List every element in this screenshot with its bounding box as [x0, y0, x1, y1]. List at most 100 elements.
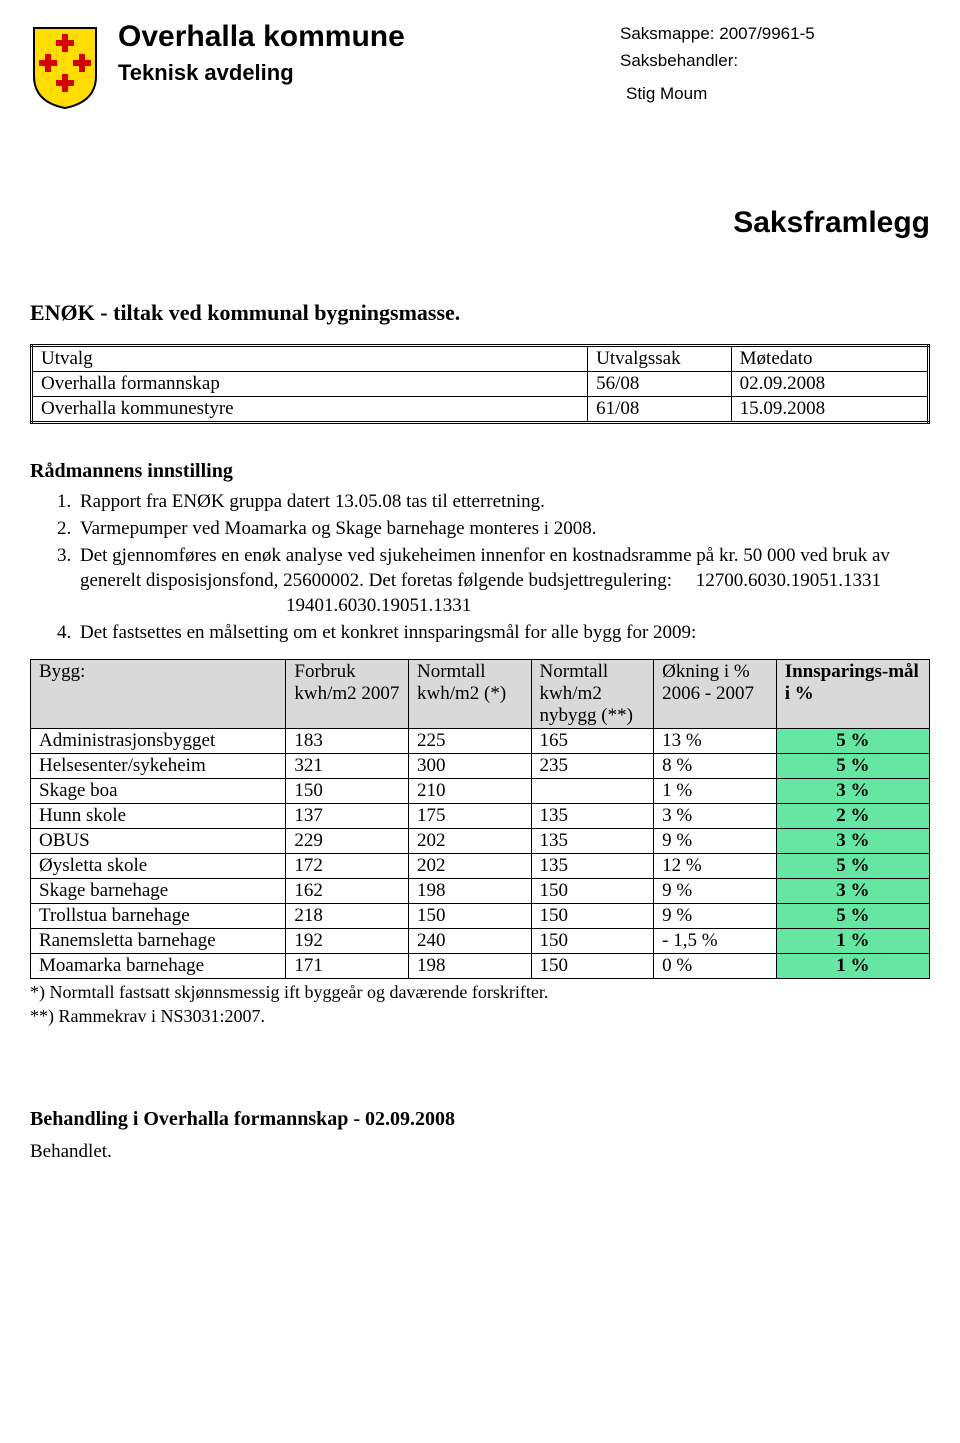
cell: 198	[408, 879, 531, 904]
treatment-heading: Behandling i Overhalla formannskap - 02.…	[30, 1108, 930, 1131]
cell: OBUS	[31, 829, 286, 854]
budget-code: 19401.6030.19051.1331	[80, 593, 930, 618]
cell: 150	[408, 904, 531, 929]
cell: Øysletta skole	[31, 854, 286, 879]
list-item-text: Det gjennomføres en enøk analyse ved sju…	[80, 545, 890, 591]
cell: 240	[408, 929, 531, 954]
cell: 8 %	[654, 754, 777, 779]
footnote: **) Rammekrav i NS3031:2007.	[30, 1005, 930, 1028]
list-item: Rapport fra ENØK gruppa datert 13.05.08 …	[76, 489, 930, 514]
case-title: ENØK - tiltak ved kommunal bygningsmasse…	[30, 300, 930, 326]
cell: 202	[408, 829, 531, 854]
cell: Hunn skole	[31, 804, 286, 829]
footnotes: *) Normtall fastsatt skjønnsmessig ift b…	[30, 981, 930, 1028]
case-officer: Stig Moum	[626, 80, 930, 107]
cell: 171	[286, 954, 409, 979]
cell: Administrasjonsbygget	[31, 729, 286, 754]
cell: 1 %	[654, 779, 777, 804]
footnote: *) Normtall fastsatt skjønnsmessig ift b…	[30, 981, 930, 1004]
col-header: Økning i % 2006 - 2007	[654, 660, 777, 729]
cell: 165	[531, 729, 654, 754]
cell: 137	[286, 804, 409, 829]
cell: 15.09.2008	[731, 397, 928, 423]
cell: Skage barnehage	[31, 879, 286, 904]
saksbehandler-label: Saksbehandler:	[620, 51, 738, 70]
col-header: Møtedato	[731, 346, 928, 372]
col-header: Bygg:	[31, 660, 286, 729]
col-header: Normtall kwh/m2 (*)	[408, 660, 531, 729]
col-header: Normtall kwh/m2 nybygg (**)	[531, 660, 654, 729]
cell: 183	[286, 729, 409, 754]
cell: 1 %	[776, 954, 929, 979]
dept-name: Teknisk avdeling	[118, 60, 602, 86]
municipal-shield-icon	[30, 20, 100, 116]
cell: 9 %	[654, 904, 777, 929]
cell: 300	[408, 754, 531, 779]
list-item: Varmepumper ved Moamarka og Skage barneh…	[76, 516, 930, 541]
cell: 210	[408, 779, 531, 804]
recommendation-heading: Rådmannens innstilling	[30, 460, 930, 483]
table-row: Ranemsletta barnehage192240150- 1,5 %1 %	[31, 929, 930, 954]
cell: Moamarka barnehage	[31, 954, 286, 979]
cell: 218	[286, 904, 409, 929]
table-row: Skage barnehage1621981509 %3 %	[31, 879, 930, 904]
cell: 12 %	[654, 854, 777, 879]
table-row: Øysletta skole17220213512 %5 %	[31, 854, 930, 879]
cell	[531, 779, 654, 804]
cell: 321	[286, 754, 409, 779]
table-row: Moamarka barnehage1711981500 %1 %	[31, 954, 930, 979]
table-row: Overhalla formannskap 56/08 02.09.2008	[32, 372, 929, 397]
col-header: Utvalg	[32, 346, 588, 372]
list-item: Det gjennomføres en enøk analyse ved sju…	[76, 543, 930, 618]
case-meta: Saksmappe: 2007/9961-5 Saksbehandler: St…	[620, 20, 930, 116]
table-row: Hunn skole1371751353 %2 %	[31, 804, 930, 829]
table-row: OBUS2292021359 %3 %	[31, 829, 930, 854]
cell: 9 %	[654, 879, 777, 904]
col-header: Forbruk kwh/m2 2007	[286, 660, 409, 729]
cell: 135	[531, 829, 654, 854]
document-type: Saksframlegg	[30, 206, 930, 240]
cell: 9 %	[654, 829, 777, 854]
cell: 3 %	[776, 829, 929, 854]
cell: Ranemsletta barnehage	[31, 929, 286, 954]
cell: 3 %	[654, 804, 777, 829]
cell: 150	[531, 929, 654, 954]
cell: - 1,5 %	[654, 929, 777, 954]
energy-table: Bygg: Forbruk kwh/m2 2007 Normtall kwh/m…	[30, 659, 930, 979]
cell: Overhalla formannskap	[32, 372, 588, 397]
cell: 172	[286, 854, 409, 879]
header-titles: Overhalla kommune Teknisk avdeling	[118, 20, 602, 116]
cell: 135	[531, 804, 654, 829]
cell: 150	[286, 779, 409, 804]
cell: 3 %	[776, 879, 929, 904]
col-header: Utvalgssak	[588, 346, 732, 372]
cell: 3 %	[776, 779, 929, 804]
saksmappe-label: Saksmappe:	[620, 24, 715, 43]
table-row: Administrasjonsbygget18322516513 %5 %	[31, 729, 930, 754]
cell: 162	[286, 879, 409, 904]
table-header-row: Bygg: Forbruk kwh/m2 2007 Normtall kwh/m…	[31, 660, 930, 729]
saksmappe-value: 2007/9961-5	[719, 24, 814, 43]
recommendation-list: Rapport fra ENØK gruppa datert 13.05.08 …	[30, 489, 930, 645]
table-row: Utvalg Utvalgssak Møtedato	[32, 346, 929, 372]
cell: 0 %	[654, 954, 777, 979]
cell: 150	[531, 879, 654, 904]
cell: 1 %	[776, 929, 929, 954]
cell: 175	[408, 804, 531, 829]
page-header: Overhalla kommune Teknisk avdeling Saksm…	[30, 20, 930, 116]
treatment-body: Behandlet.	[30, 1141, 930, 1163]
cell: 198	[408, 954, 531, 979]
meeting-table: Utvalg Utvalgssak Møtedato Overhalla for…	[30, 344, 930, 424]
list-item: Det fastsettes en målsetting om et konkr…	[76, 620, 930, 645]
cell: 56/08	[588, 372, 732, 397]
cell: Overhalla kommunestyre	[32, 397, 588, 423]
cell: 5 %	[776, 904, 929, 929]
table-row: Trollstua barnehage2181501509 %5 %	[31, 904, 930, 929]
cell: 5 %	[776, 754, 929, 779]
col-header: Innsparings-mål i %	[776, 660, 929, 729]
cell: 61/08	[588, 397, 732, 423]
cell: Trollstua barnehage	[31, 904, 286, 929]
cell: 2 %	[776, 804, 929, 829]
cell: 150	[531, 904, 654, 929]
org-name: Overhalla kommune	[118, 20, 602, 54]
